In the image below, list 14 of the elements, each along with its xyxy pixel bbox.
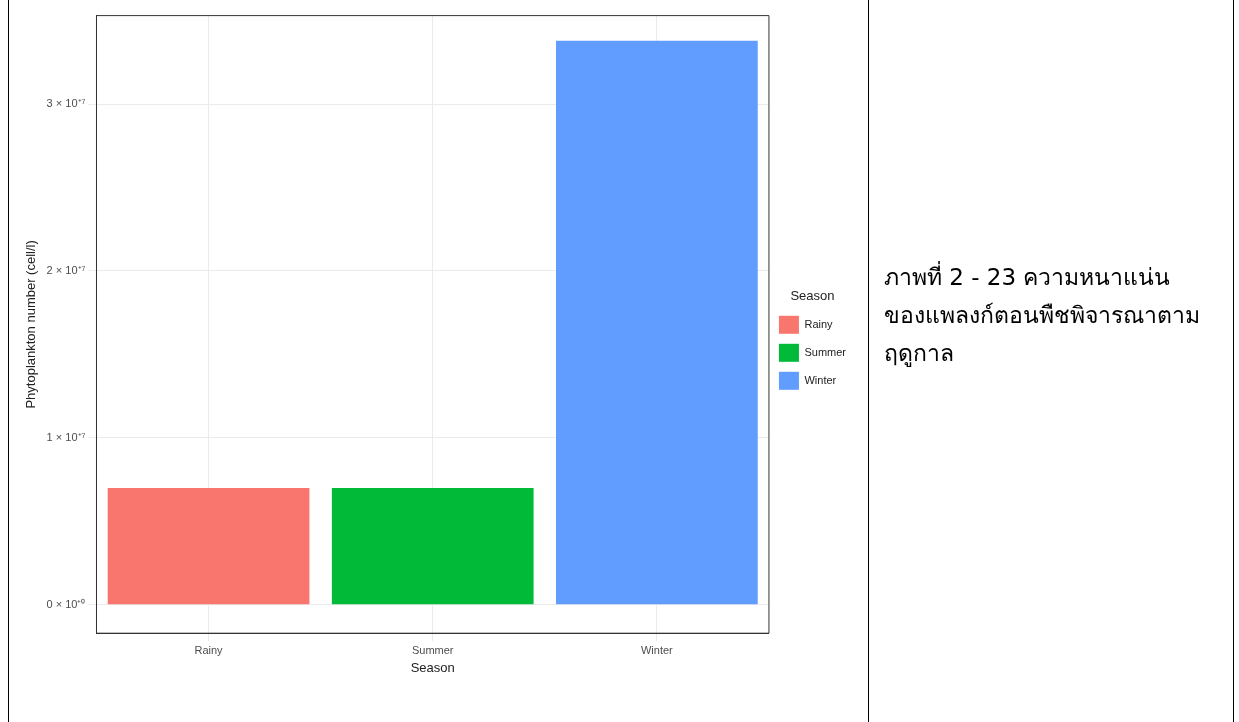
x-tick-label: Rainy xyxy=(194,643,224,656)
x-tick-label: Winter xyxy=(640,643,674,656)
legend-label: Winter xyxy=(804,373,837,386)
y-tick-label: 0 × 10⁺⁰ xyxy=(46,597,86,610)
x-tick-label: Summer xyxy=(411,643,454,656)
x-axis-title: Season xyxy=(410,659,455,675)
legend-label: Summer xyxy=(804,345,847,358)
text: ภาพที่ 2 - 23 ความหนาแน่นของแพลงก์ตอนพืชพิจารณาตามฤดูกาล xyxy=(884,260,1201,369)
y-axis-title: Phytoplankton number (cell/l) xyxy=(23,240,39,409)
y-tick-label: 2 × 10⁺⁷ xyxy=(46,264,86,277)
y-tick-label: 3 × 10⁺⁷ xyxy=(46,97,86,110)
legend-label: Rainy xyxy=(804,317,834,330)
y-tick-label: 1 × 10⁺⁷ xyxy=(46,430,86,443)
legend-title: Season xyxy=(790,288,835,304)
